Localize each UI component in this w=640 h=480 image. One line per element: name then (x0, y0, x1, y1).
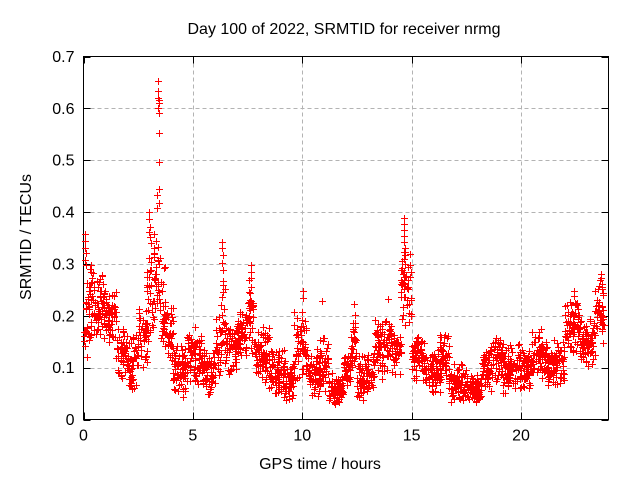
y-tick-label: 0.5 (52, 153, 74, 170)
y-tick-label: 0.2 (52, 308, 74, 325)
y-tick-label: 0.4 (52, 205, 74, 222)
plot-border (83, 56, 609, 420)
y-axis-label: SRMTID / TECUs (18, 174, 35, 300)
y-tick-label: 0.6 (52, 101, 74, 118)
y-tick-label: 0.1 (52, 360, 74, 377)
y-tick-label: 0.3 (52, 256, 74, 273)
x-axis-label: GPS time / hours (259, 456, 381, 473)
chart-title: Day 100 of 2022, SRMTID for receiver nrm… (187, 21, 500, 38)
x-tick-label: 0 (79, 428, 88, 445)
outlier-data-points (82, 78, 606, 308)
x-tick-label: 15 (403, 428, 421, 445)
x-tick-label: 20 (512, 428, 530, 445)
data-points (81, 231, 608, 408)
x-tick-label: 10 (293, 428, 311, 445)
y-tick-label: 0 (66, 412, 75, 429)
axis-tick-labels: 0 5 10 15 20 0 0.1 0.2 0.3 0.4 0.5 0.6 0.7 (52, 49, 530, 445)
y-tick-label: 0.7 (52, 49, 74, 66)
x-tick-label: 5 (188, 428, 197, 445)
